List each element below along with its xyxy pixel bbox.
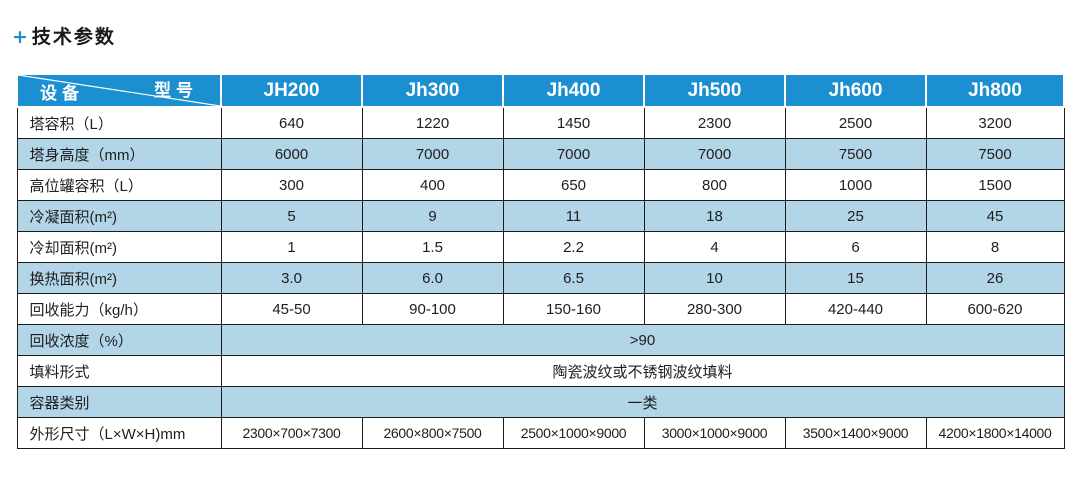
- table-cell: 90-100: [361, 293, 504, 325]
- table-row: 塔容积（L） 640 1220 1450 2300 2500 3200: [16, 106, 1065, 139]
- header-row: 设备 型号 JH200 Jh300 Jh400 Jh500 Jh600 Jh80…: [16, 73, 1065, 108]
- table-cell: 2.2: [502, 231, 645, 263]
- table-cell: 420-440: [784, 293, 927, 325]
- merged-cell: 一类: [220, 386, 1065, 418]
- row-label: 高位罐容积（L）: [16, 169, 222, 201]
- merged-cell: >90: [220, 324, 1065, 356]
- table-cell: 1220: [361, 106, 504, 139]
- diagonal-divider: [20, 76, 218, 105]
- table-cell: 300: [220, 169, 363, 201]
- table-cell: 7000: [361, 138, 504, 170]
- row-label: 填料形式: [16, 355, 222, 387]
- table-cell: 1: [220, 231, 363, 263]
- corner-right-label: 型号: [154, 81, 198, 100]
- model-header: Jh800: [925, 73, 1065, 108]
- table-cell: 7000: [643, 138, 786, 170]
- table-cell: 400: [361, 169, 504, 201]
- table-cell: 26: [925, 262, 1065, 294]
- row-label: 回收能力（kg/h）: [16, 293, 222, 325]
- table-cell: 6.0: [361, 262, 504, 294]
- table-cell: 18: [643, 200, 786, 232]
- table-row: 冷凝面积(m²) 5 9 11 18 25 45: [16, 200, 1065, 232]
- row-label: 冷凝面积(m²): [16, 200, 222, 232]
- table-cell: 3000×1000×9000: [643, 417, 786, 449]
- table-row: 填料形式 陶瓷波纹或不锈钢波纹填料: [16, 355, 1065, 387]
- row-label: 换热面积(m²): [16, 262, 222, 294]
- table-cell: 1.5: [361, 231, 504, 263]
- table-cell: 45: [925, 200, 1065, 232]
- table-cell: 4: [643, 231, 786, 263]
- table-cell: 9: [361, 200, 504, 232]
- table-row: 回收能力（kg/h） 45-50 90-100 150-160 280-300 …: [16, 293, 1065, 325]
- model-header: Jh600: [784, 73, 927, 108]
- table-cell: 6000: [220, 138, 363, 170]
- table-cell: 640: [220, 106, 363, 139]
- table-row: 塔身高度（mm） 6000 7000 7000 7000 7500 7500: [16, 138, 1065, 170]
- merged-cell: 陶瓷波纹或不锈钢波纹填料: [220, 355, 1065, 387]
- table-cell: 25: [784, 200, 927, 232]
- table-cell: 1000: [784, 169, 927, 201]
- table-row: 换热面积(m²) 3.0 6.0 6.5 10 15 26: [16, 262, 1065, 294]
- table-cell: 150-160: [502, 293, 645, 325]
- model-header: JH200: [220, 73, 363, 108]
- table-cell: 11: [502, 200, 645, 232]
- section-title: 技术参数: [31, 26, 116, 48]
- table-cell: 6.5: [502, 262, 645, 294]
- table-cell: 45-50: [220, 293, 363, 325]
- table-cell: 2500: [784, 106, 927, 139]
- table-row: 外形尺寸（L×W×H)mm 2300×700×7300 2600×800×750…: [16, 417, 1065, 449]
- table-cell: 3200: [925, 106, 1065, 139]
- row-label: 外形尺寸（L×W×H)mm: [16, 417, 222, 449]
- table-cell: 2500×1000×9000: [502, 417, 645, 449]
- table-cell: 10: [643, 262, 786, 294]
- corner-left-label: 设备: [40, 84, 84, 103]
- table-cell: 600-620: [925, 293, 1065, 325]
- spec-table: 设备 型号 JH200 Jh300 Jh400 Jh500 Jh600 Jh80…: [16, 73, 1065, 449]
- table-cell: 6: [784, 231, 927, 263]
- table-cell: 15: [784, 262, 927, 294]
- table-cell: 3.0: [220, 262, 363, 294]
- table-cell: 7500: [925, 138, 1065, 170]
- table-row: 高位罐容积（L） 300 400 650 800 1000 1500: [16, 169, 1065, 201]
- table-cell: 1500: [925, 169, 1065, 201]
- plus-icon: +: [12, 26, 30, 48]
- section-heading: + 技术参数: [12, 22, 116, 49]
- table-cell: 1450: [502, 106, 645, 139]
- table-row: 容器类别 一类: [16, 386, 1065, 418]
- row-label: 塔容积（L）: [16, 106, 222, 139]
- corner-cell: 设备 型号: [16, 73, 222, 108]
- table-row: 回收浓度（%） >90: [16, 324, 1065, 356]
- row-label: 容器类别: [16, 386, 222, 418]
- table-cell: 2300: [643, 106, 786, 139]
- table-cell: 280-300: [643, 293, 786, 325]
- row-label: 塔身高度（mm）: [16, 138, 222, 170]
- table-cell: 650: [502, 169, 645, 201]
- table-cell: 7000: [502, 138, 645, 170]
- model-header: Jh400: [502, 73, 645, 108]
- table-cell: 7500: [784, 138, 927, 170]
- row-label: 回收浓度（%）: [16, 324, 222, 356]
- table-cell: 8: [925, 231, 1065, 263]
- table-cell: 5: [220, 200, 363, 232]
- table-cell: 2600×800×7500: [361, 417, 504, 449]
- table-cell: 4200×1800×14000: [925, 417, 1065, 449]
- row-label: 冷却面积(m²): [16, 231, 222, 263]
- model-header: Jh500: [643, 73, 786, 108]
- table-row: 冷却面积(m²) 1 1.5 2.2 4 6 8: [16, 231, 1065, 263]
- table-cell: 2300×700×7300: [220, 417, 363, 449]
- table-cell: 3500×1400×9000: [784, 417, 927, 449]
- table-cell: 800: [643, 169, 786, 201]
- model-header: Jh300: [361, 73, 504, 108]
